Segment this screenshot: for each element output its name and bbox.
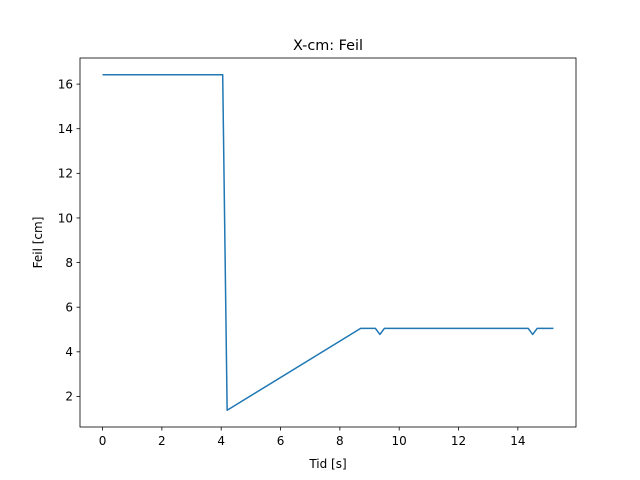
x-tick-label: 8 — [336, 434, 344, 448]
x-axis-label: Tid [s] — [308, 457, 346, 471]
y-tick-label: 6 — [65, 300, 73, 314]
x-tick-label: 12 — [451, 434, 466, 448]
y-axis-label: Feil [cm] — [31, 217, 45, 269]
x-axis: 0 2 4 6 8 10 12 14 — [99, 427, 525, 448]
x-tick-label: 6 — [277, 434, 285, 448]
plot-frame — [79, 57, 577, 428]
y-axis: 2 4 6 8 10 12 14 16 — [58, 77, 80, 404]
x-tick-label: 2 — [158, 434, 166, 448]
y-tick-label: 4 — [65, 345, 73, 359]
y-tick-label: 12 — [58, 167, 73, 181]
x-tick-label: 4 — [217, 434, 225, 448]
y-tick-label: 10 — [58, 211, 73, 225]
y-tick-label: 2 — [65, 390, 73, 404]
x-tick-label: 10 — [392, 434, 407, 448]
x-tick-label: 0 — [99, 434, 107, 448]
chart-title: X-cm: Feil — [293, 38, 363, 54]
y-tick-label: 14 — [58, 122, 73, 136]
y-tick-label: 16 — [58, 77, 73, 91]
series-line — [102, 73, 554, 412]
x-tick-label: 14 — [510, 434, 525, 448]
y-tick-label: 8 — [65, 256, 73, 270]
